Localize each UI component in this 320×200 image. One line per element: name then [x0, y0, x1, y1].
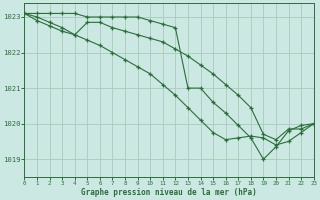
X-axis label: Graphe pression niveau de la mer (hPa): Graphe pression niveau de la mer (hPa) [81, 188, 257, 197]
